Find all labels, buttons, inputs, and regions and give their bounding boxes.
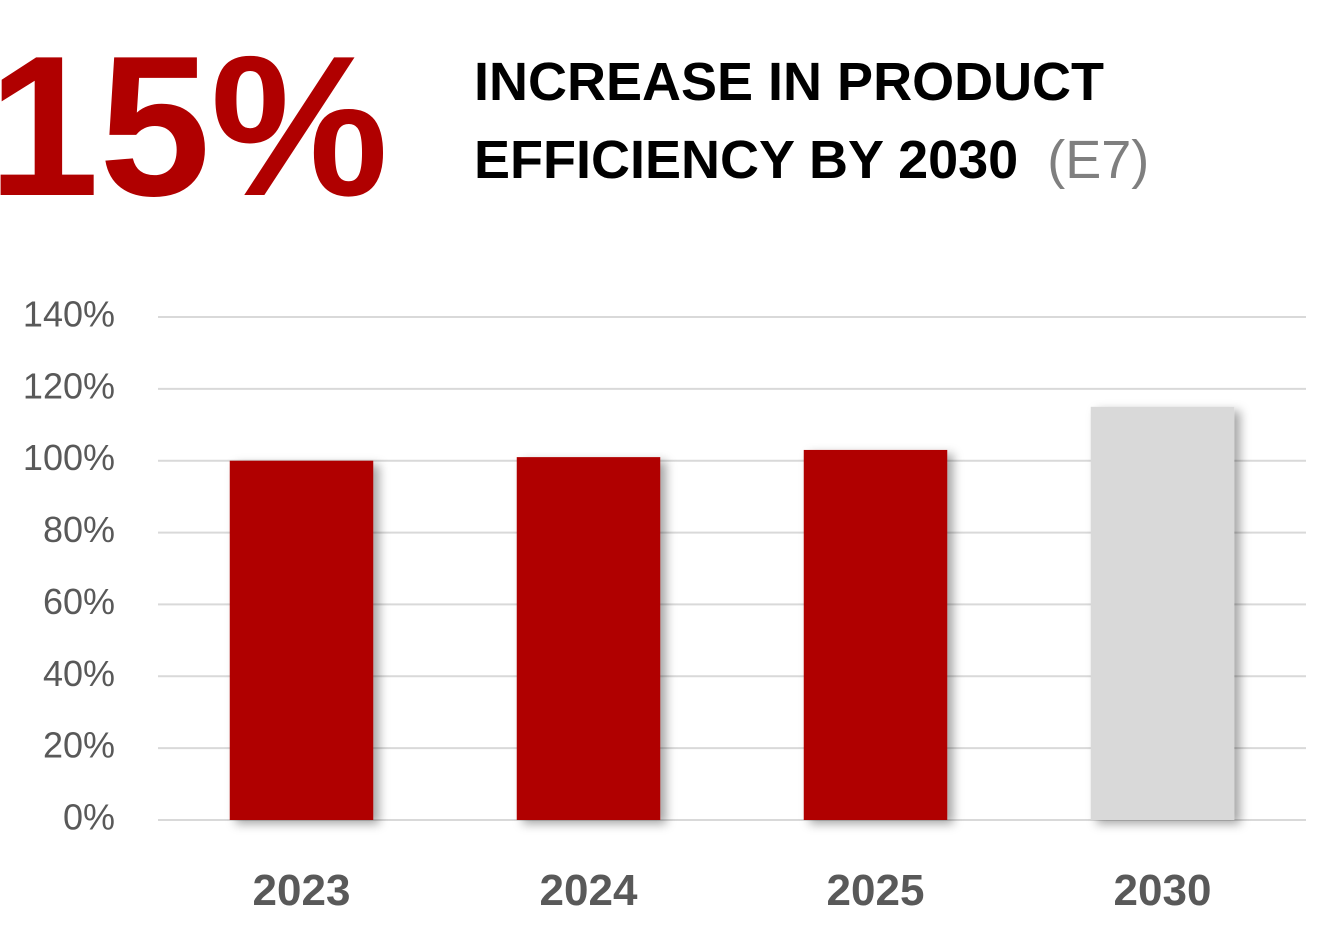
bar [229, 460, 374, 820]
title-note: (E7) [1047, 130, 1149, 190]
x-tick-label: 2024 [540, 866, 638, 915]
y-tick-label: 60% [43, 581, 115, 622]
headline: 15% [0, 15, 388, 238]
bar [516, 457, 661, 820]
x-tick-label: 2023 [253, 866, 351, 915]
y-tick-label: 120% [23, 365, 115, 406]
y-tick-label: 20% [43, 725, 115, 766]
x-tick-label: 2025 [827, 866, 925, 915]
y-tick-label: 80% [43, 509, 115, 550]
chart-title: INCREASE IN PRODUCT EFFICIENCY BY 2030 (… [474, 52, 1149, 190]
y-tick-label: 100% [23, 437, 115, 478]
title-line: EFFICIENCY BY 2030 [474, 130, 1018, 190]
bar [803, 449, 948, 820]
bar [1090, 406, 1235, 820]
title-line: INCREASE IN PRODUCT [474, 52, 1104, 112]
x-tick-label: 2030 [1114, 866, 1212, 915]
plot-area: 0% 20% 40% 60% 80% 100% 120% 140% 2023 2024 2025 20… [23, 294, 1306, 915]
y-tick-label: 40% [43, 653, 115, 694]
y-tick-label: 0% [63, 797, 115, 838]
y-tick-label: 140% [23, 294, 115, 335]
